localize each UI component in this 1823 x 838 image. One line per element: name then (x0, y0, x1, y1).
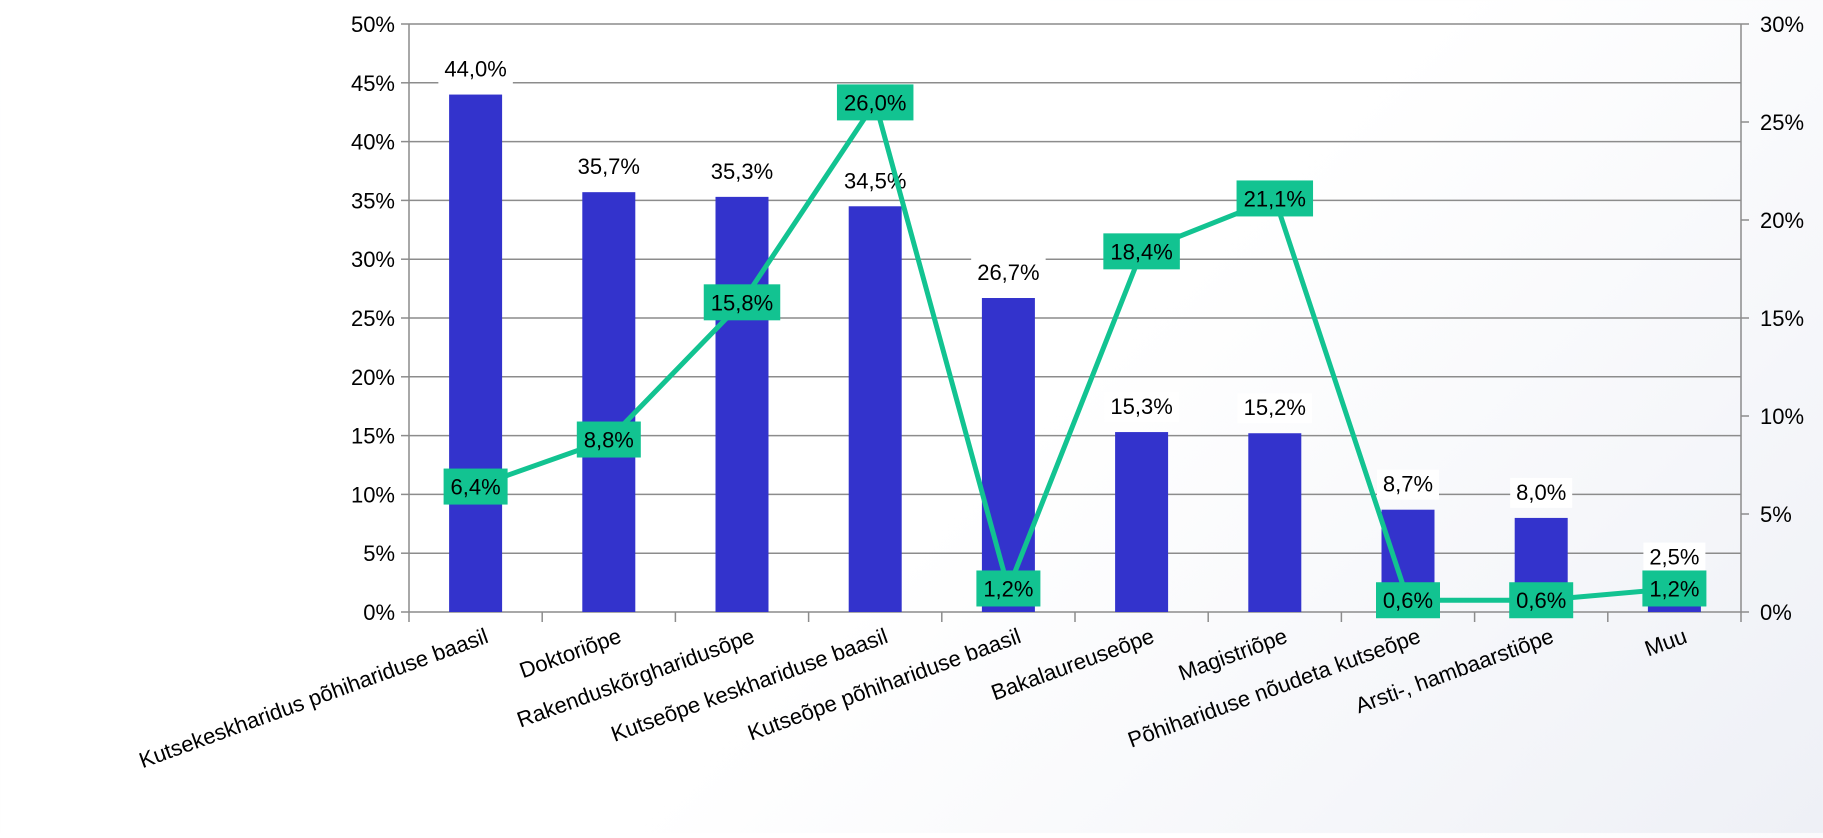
line-data-label-bg (1236, 180, 1314, 217)
right-axis-tick-label: 20% (1760, 208, 1804, 233)
left-axis-tick-label: 30% (351, 247, 395, 272)
bar-data-label-bg (438, 54, 513, 85)
bar (981, 298, 1035, 612)
line-data-label: 1,2% (983, 576, 1033, 601)
left-axis-tick-label: 50% (351, 12, 395, 37)
line-data-label: 8,8% (584, 428, 634, 453)
right-axis-tick-label: 10% (1760, 404, 1804, 429)
left-axis-tick-label: 40% (351, 130, 395, 155)
bar-data-label-bg (1510, 477, 1573, 508)
bar-data-label-bg (1643, 542, 1706, 573)
line-data-label: 0,6% (1516, 588, 1566, 613)
line-data-label-bg (1376, 582, 1440, 619)
left-axis-tick-label: 25% (351, 306, 395, 331)
line-data-label: 0,6% (1383, 588, 1433, 613)
line-data-label: 6,4% (451, 475, 501, 500)
line-series (473, 99, 1677, 603)
bar-data-label: 26,7% (977, 260, 1039, 285)
left-axis-tick-label: 35% (351, 188, 395, 213)
line-data-label-bg (443, 468, 508, 505)
right-axis-tick-label: 25% (1760, 110, 1804, 135)
line-data-label-bg (1509, 582, 1574, 619)
line-data-label-bg (703, 284, 781, 321)
bar (848, 206, 902, 612)
line-data-label: 15,8% (711, 290, 773, 315)
bar (1115, 432, 1169, 612)
right-axis-tick-label: 15% (1760, 306, 1804, 331)
line-data-label-bg (976, 570, 1041, 607)
bar-data-label: 44,0% (444, 57, 506, 82)
bar-data-label: 15,3% (1110, 394, 1172, 419)
bar (582, 192, 636, 612)
bar-data-label-bg (571, 152, 647, 183)
bar (449, 94, 503, 612)
left-axis-tick-label: 20% (351, 365, 395, 390)
x-axis-category-label: Kutsekeskharidus põhihariduse baasil (136, 623, 492, 773)
bar (715, 196, 769, 612)
line-data-label-bg (1642, 570, 1707, 607)
left-axis-tick-label: 0% (363, 600, 395, 625)
bar-data-label-bg (1377, 469, 1439, 500)
left-axis-tick-label: 10% (351, 482, 395, 507)
line-data-label-bg (576, 421, 641, 458)
bar-data-label: 8,7% (1383, 472, 1433, 497)
bar-data-label-bg (1104, 392, 1179, 423)
bar-data-label: 2,5% (1649, 545, 1699, 570)
line-data-label-bg (1103, 233, 1180, 270)
bar (1248, 433, 1302, 612)
bar-data-label-bg (1237, 393, 1313, 424)
bar-data-label: 35,7% (578, 154, 640, 179)
line-data-label: 26,0% (844, 90, 906, 115)
right-axis-tick-label: 0% (1760, 600, 1792, 625)
bar-data-label-bg (704, 156, 780, 187)
x-axis-category-label: Muu (1641, 623, 1690, 661)
right-axis-tick-label: 5% (1760, 502, 1792, 527)
bar-data-label-bg (971, 258, 1046, 289)
left-axis-tick-label: 15% (351, 424, 395, 449)
bar-data-label: 15,2% (1244, 395, 1306, 420)
bar-data-label: 35,3% (711, 159, 773, 184)
line-data-label: 21,1% (1244, 186, 1306, 211)
right-axis-tick-label: 30% (1760, 12, 1804, 37)
line-data-label: 1,2% (1649, 576, 1699, 601)
left-axis-tick-label: 5% (363, 541, 395, 566)
left-axis-tick-label: 45% (351, 71, 395, 96)
bar-data-label: 8,0% (1516, 480, 1566, 505)
line-data-label-bg (836, 84, 914, 121)
line-data-label: 18,4% (1110, 239, 1172, 264)
